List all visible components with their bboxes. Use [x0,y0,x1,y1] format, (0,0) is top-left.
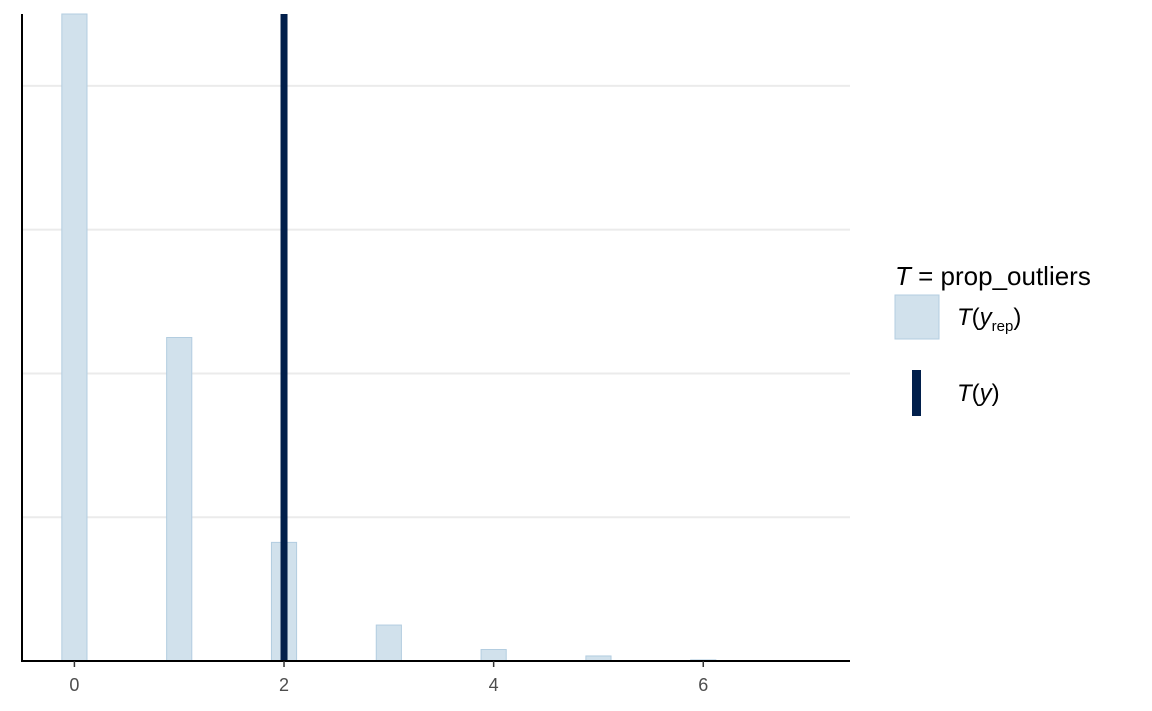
legend: T = prop_outliers T(yrep) T(y) [894,261,1091,416]
legend-key-obs [912,370,921,416]
x-tick-label-3: 6 [698,675,708,695]
x-tick-label-0: 0 [69,675,79,695]
legend-title: T = prop_outliers [895,261,1091,291]
gridlines [22,84,850,519]
legend-label-rep: T(yrep) [957,304,1021,335]
bar-4 [480,648,507,662]
histogram-bars [61,13,717,662]
bar-0 [61,13,88,662]
bar-3 [375,624,402,662]
legend-label-obs: T(y) [957,380,1000,407]
x-tick-label-2: 4 [489,675,499,695]
x-axis-ticks: 0 2 4 6 [69,661,708,695]
x-tick-label-1: 2 [279,675,289,695]
legend-key-rep [894,294,940,340]
bar-1 [166,337,193,662]
